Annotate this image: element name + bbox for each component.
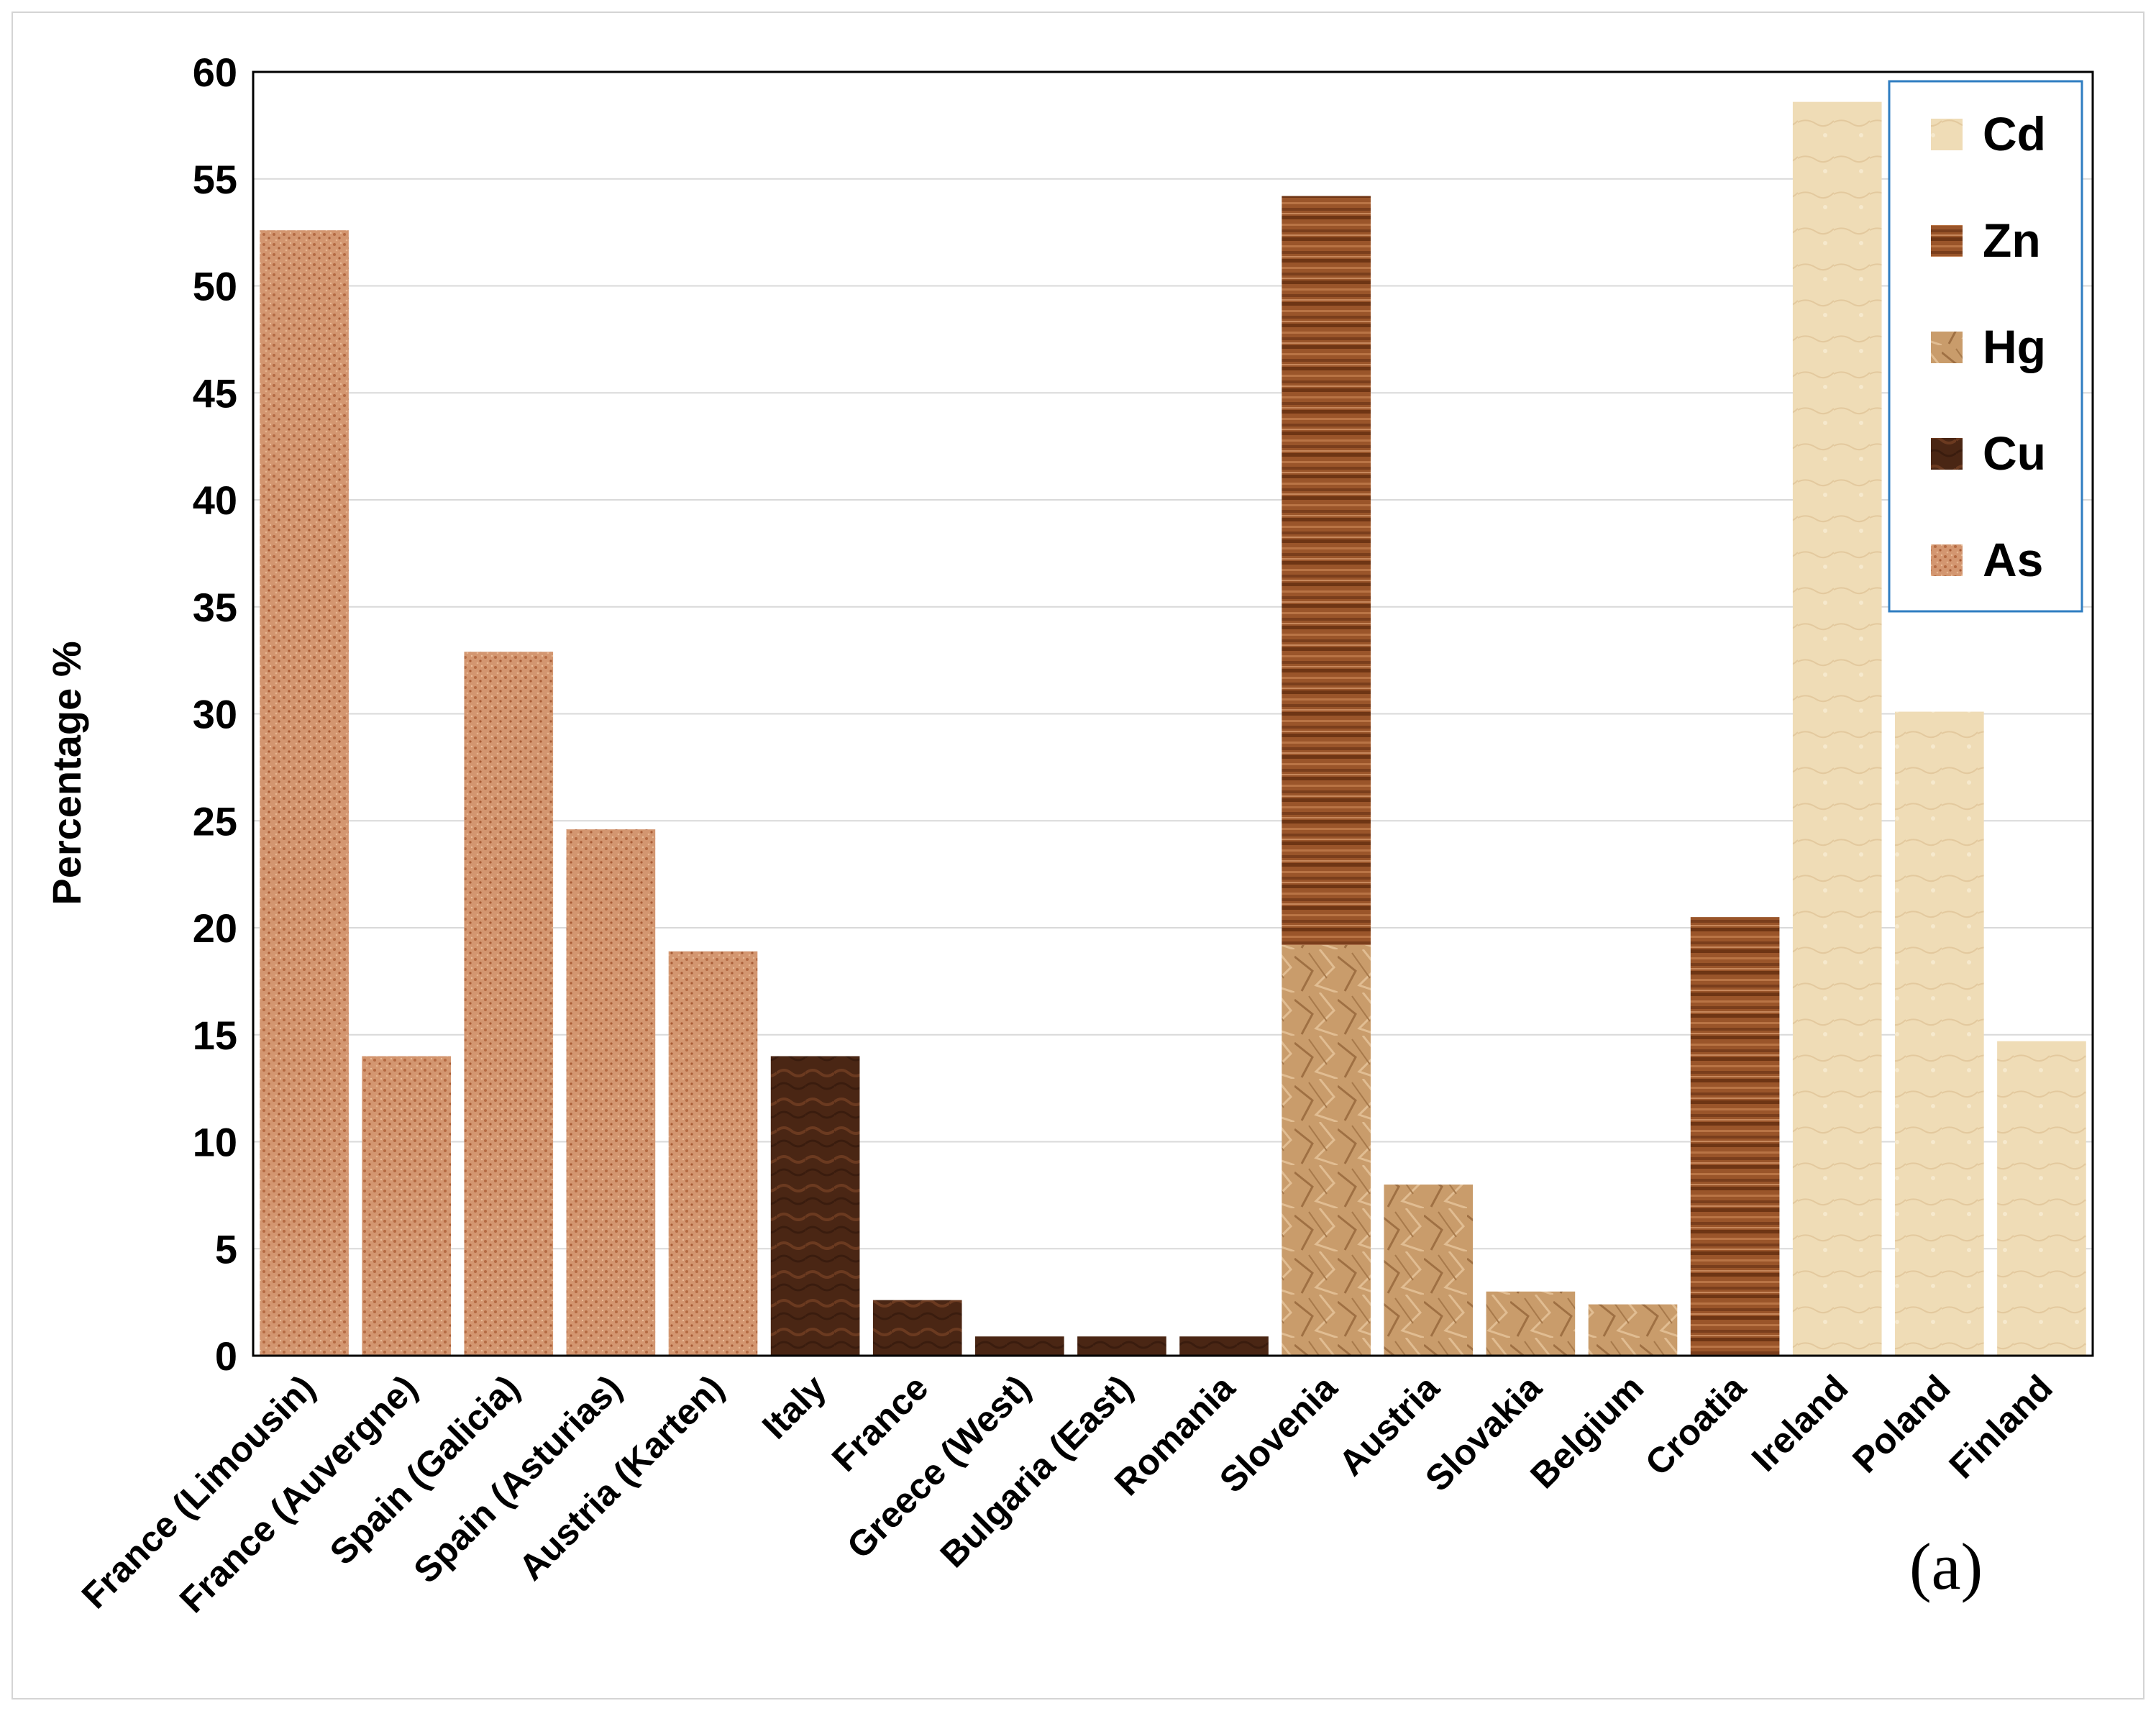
legend-label-zn: Zn [1983, 214, 2041, 267]
bar-zn-15 [1690, 917, 1780, 1356]
y-tick-label: 35 [193, 585, 237, 630]
y-tick-label: 40 [193, 478, 237, 523]
legend-swatch-cu [1931, 438, 1963, 470]
bars [260, 101, 2086, 1356]
bar-hg-14 [1588, 1304, 1678, 1356]
bar-hg-13 [1486, 1291, 1576, 1356]
bar-as-1 [260, 230, 349, 1356]
bar-as-5 [668, 951, 758, 1356]
x-axis-labels: France (Limousin)France (Auvergne)Spain … [74, 1366, 2060, 1620]
bar-cu-8 [975, 1336, 1064, 1356]
y-axis-title: Percentage % [44, 641, 89, 905]
legend-label-cd: Cd [1983, 107, 2046, 160]
plot-area-border [252, 70, 2094, 1357]
y-axis-ticks: 0 5 10 15 20 25 30 35 40 45 50 55 60 [193, 50, 237, 1379]
y-tick-label: 20 [193, 905, 237, 951]
bar-as-4 [566, 829, 656, 1356]
legend-swatch-zn [1931, 225, 1963, 257]
x-tick-label: Greece (West) [839, 1367, 1038, 1566]
bar-cu-7 [872, 1300, 962, 1356]
x-tick-label: Italy [754, 1367, 833, 1446]
panel-label: (a) [1909, 1530, 1983, 1603]
bar-cd-16 [1792, 101, 1882, 1356]
x-tick-label: Croatia [1637, 1366, 1754, 1483]
bar-cu-9 [1077, 1336, 1166, 1356]
bar-hg-11 [1282, 944, 1371, 1356]
legend: Cd Zn Hg Cu As [1888, 80, 2083, 613]
figure-frame [12, 12, 2144, 1699]
x-tick-label: Finland [1941, 1367, 2060, 1486]
legend-label-hg: Hg [1983, 320, 2046, 373]
y-tick-label: 0 [215, 1333, 237, 1379]
y-tick-label: 55 [193, 157, 237, 202]
y-tick-label: 45 [193, 370, 237, 416]
legend-swatch-as [1931, 544, 1963, 576]
bar-cu-6 [770, 1056, 860, 1356]
legend-swatch-cd [1931, 119, 1963, 150]
legend-swatch-hg [1931, 332, 1963, 363]
bar-as-3 [464, 652, 554, 1356]
y-tick-label: 15 [193, 1013, 237, 1058]
bar-as-2 [362, 1056, 451, 1356]
y-tick-label: 50 [193, 264, 237, 309]
y-tick-label: 10 [193, 1120, 237, 1165]
legend-label-as: As [1983, 533, 2043, 586]
bar-cd-17 [1895, 711, 1984, 1356]
x-tick-label: Belgium [1522, 1367, 1651, 1496]
y-tick-label: 60 [193, 50, 237, 95]
x-tick-label: Ireland [1744, 1367, 1856, 1479]
legend-label-cu: Cu [1983, 426, 2046, 480]
y-tick-label: 30 [193, 692, 237, 737]
x-tick-label: Spain (Galicia) [322, 1367, 527, 1572]
bar-zn-11 [1282, 196, 1371, 945]
bar-cu-10 [1179, 1336, 1269, 1356]
bar-hg-12 [1384, 1185, 1474, 1356]
y-tick-label: 5 [215, 1226, 237, 1272]
gridlines [253, 178, 2093, 1250]
bar-cd-18 [1997, 1041, 2086, 1356]
x-tick-label: Poland [1845, 1367, 1958, 1480]
y-tick-label: 25 [193, 798, 237, 844]
legend-box [1888, 80, 2083, 613]
